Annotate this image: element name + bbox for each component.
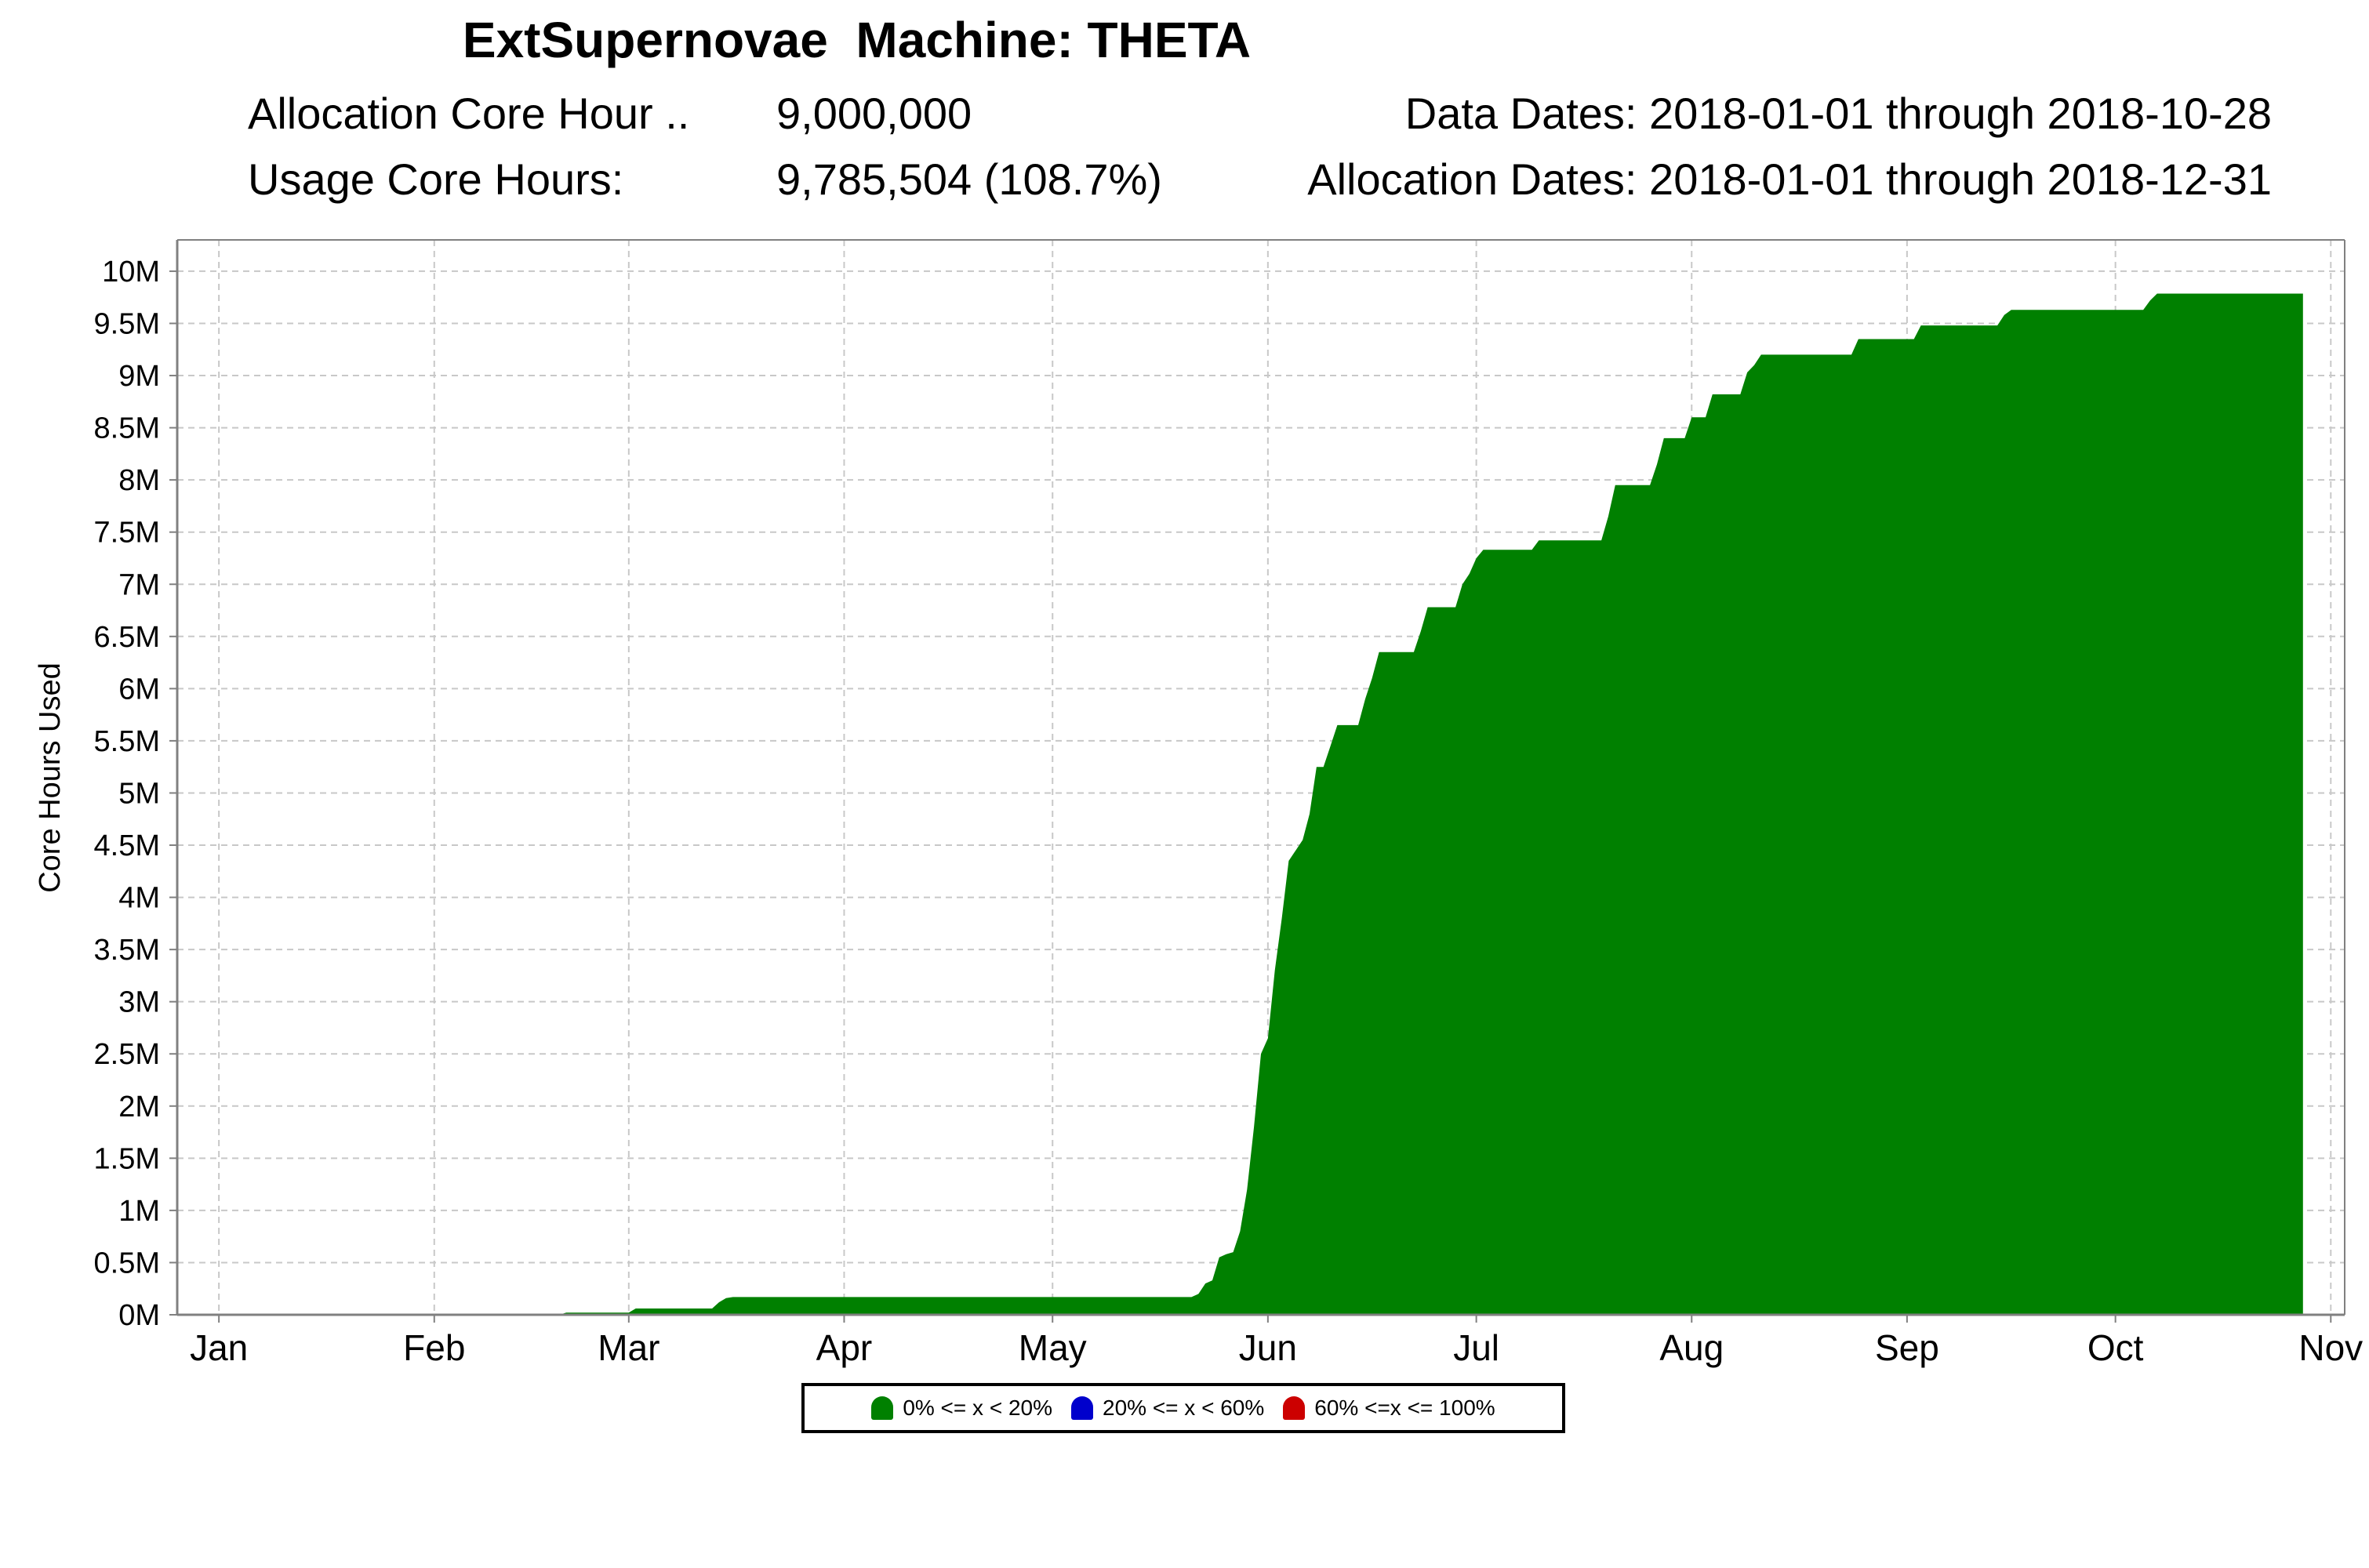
x-tick-label: Aug (1659, 1327, 1724, 1368)
y-axis-label: Core Hours Used (34, 662, 67, 893)
legend-label: 20% <= x < 60% (1103, 1396, 1265, 1420)
x-tick-label: Oct (2087, 1327, 2144, 1368)
y-tick-label: 4.5M (94, 829, 160, 862)
y-tick-label: 10M (102, 256, 160, 289)
y-tick-label: 0.5M (94, 1247, 160, 1279)
chart-title: ExtSupernovae Machine: THETA (462, 12, 1252, 68)
y-tick-label: 0M (118, 1299, 160, 1332)
usage-label: Usage Core Hours: (248, 154, 624, 204)
x-tick-label: Jun (1239, 1327, 1297, 1368)
area-series (559, 293, 2303, 1315)
y-tick-label: 3.5M (94, 934, 160, 967)
y-tick-label: 4M (118, 882, 160, 915)
y-tick-label: 7.5M (94, 517, 160, 550)
x-tick-label: Feb (403, 1327, 465, 1368)
legend-swatch-icon (871, 1396, 894, 1420)
tick-labels: 0M 0.5M 1M 1.5M 2M 2.5M 3M 3.5M 4M 4.5M 5M 5.5M 6M 6.… (94, 256, 2364, 1368)
data-dates: Data Dates: 2018-01-01 through 2018-10-2… (1404, 89, 2272, 138)
legend-swatch-icon (1071, 1396, 1093, 1420)
y-tick-label: 6.5M (94, 621, 160, 654)
x-tick-label: Jan (190, 1327, 248, 1368)
allocation-dates: Allocation Dates: 2018-01-01 through 201… (1307, 154, 2272, 204)
axes (169, 239, 2345, 1323)
y-tick-label: 5M (118, 777, 160, 810)
usage-value: 9,785,504 (108.7%) (776, 154, 1162, 204)
x-tick-label: Nov (2298, 1327, 2363, 1368)
y-tick-label: 6M (118, 673, 160, 706)
allocation-label: Allocation Core Hour .. (248, 89, 690, 138)
legend-label: 60% <=x <= 100% (1314, 1396, 1495, 1420)
y-tick-label: 9.5M (94, 307, 160, 340)
y-tick-label: 7M (118, 568, 160, 601)
y-tick-label: 2M (118, 1091, 160, 1123)
y-tick-label: 9M (118, 360, 160, 393)
legend-item: 20% <= x < 60% (1071, 1396, 1264, 1421)
y-tick-label: 1M (118, 1195, 160, 1228)
y-tick-label: 1.5M (94, 1142, 160, 1175)
x-tick-label: Mar (598, 1327, 659, 1368)
legend-swatch-icon (1283, 1396, 1306, 1420)
y-tick-label: 8M (118, 464, 160, 497)
x-tick-label: Apr (816, 1327, 873, 1368)
x-tick-label: Jul (1453, 1327, 1499, 1368)
x-tick-label: Sep (1875, 1327, 1939, 1368)
legend-item: 0% <= x < 20% (871, 1396, 1052, 1421)
legend-item: 60% <=x <= 100% (1283, 1396, 1495, 1421)
x-tick-label: May (1019, 1327, 1087, 1368)
y-tick-label: 8.5M (94, 412, 160, 445)
y-tick-label: 5.5M (94, 725, 160, 758)
legend-label: 0% <= x < 20% (903, 1396, 1052, 1420)
area-series-fill (559, 293, 2303, 1315)
y-tick-label: 2.5M (94, 1038, 160, 1071)
allocation-value: 9,000,000 (776, 89, 972, 138)
y-tick-label: 3M (118, 986, 160, 1019)
legend: 0% <= x < 20% 20% <= x < 60% 60% <=x <= 10… (801, 1383, 1565, 1433)
